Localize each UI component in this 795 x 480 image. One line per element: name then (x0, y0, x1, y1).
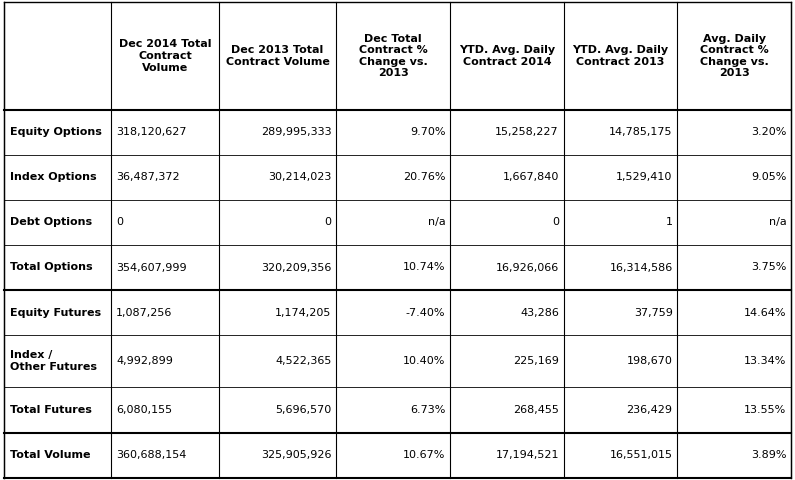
Text: 14,785,175: 14,785,175 (609, 127, 673, 137)
Text: 6,080,155: 6,080,155 (116, 405, 173, 415)
Text: Total Options: Total Options (10, 263, 93, 273)
Text: Equity Options: Equity Options (10, 127, 103, 137)
Text: 3.20%: 3.20% (751, 127, 786, 137)
Text: 360,688,154: 360,688,154 (116, 450, 187, 460)
Text: 3.89%: 3.89% (750, 450, 786, 460)
Text: 289,995,333: 289,995,333 (261, 127, 332, 137)
Text: 0: 0 (552, 217, 559, 228)
Text: 6.73%: 6.73% (410, 405, 445, 415)
Text: Total Volume: Total Volume (10, 450, 91, 460)
Text: YTD. Avg. Daily
Contract 2014: YTD. Avg. Daily Contract 2014 (459, 45, 555, 67)
Text: Equity Futures: Equity Futures (10, 308, 102, 318)
Text: 198,670: 198,670 (626, 356, 673, 366)
Text: 9.70%: 9.70% (409, 127, 445, 137)
Text: 225,169: 225,169 (513, 356, 559, 366)
Text: 236,429: 236,429 (626, 405, 673, 415)
Text: 3.75%: 3.75% (751, 263, 786, 273)
Text: 318,120,627: 318,120,627 (116, 127, 187, 137)
Text: 14.64%: 14.64% (744, 308, 786, 318)
Text: Dec 2014 Total
Contract
Volume: Dec 2014 Total Contract Volume (118, 39, 211, 72)
Text: 20.76%: 20.76% (403, 172, 445, 182)
Text: Debt Options: Debt Options (10, 217, 92, 228)
Text: 13.34%: 13.34% (744, 356, 786, 366)
Text: 17,194,521: 17,194,521 (495, 450, 559, 460)
Text: 1,667,840: 1,667,840 (502, 172, 559, 182)
Text: -7.40%: -7.40% (405, 308, 445, 318)
Text: 16,926,066: 16,926,066 (495, 263, 559, 273)
Text: 4,992,899: 4,992,899 (116, 356, 173, 366)
Text: Dec Total
Contract %
Change vs.
2013: Dec Total Contract % Change vs. 2013 (359, 34, 428, 78)
Text: 10.40%: 10.40% (403, 356, 445, 366)
Text: YTD. Avg. Daily
Contract 2013: YTD. Avg. Daily Contract 2013 (572, 45, 669, 67)
Text: Total Futures: Total Futures (10, 405, 92, 415)
Text: 5,696,570: 5,696,570 (275, 405, 332, 415)
Text: 37,759: 37,759 (634, 308, 673, 318)
Text: 16,551,015: 16,551,015 (610, 450, 673, 460)
Text: 1,087,256: 1,087,256 (116, 308, 173, 318)
Text: 0: 0 (324, 217, 332, 228)
Text: 1,174,205: 1,174,205 (275, 308, 332, 318)
Text: 320,209,356: 320,209,356 (262, 263, 332, 273)
Text: 1: 1 (665, 217, 673, 228)
Text: 10.74%: 10.74% (403, 263, 445, 273)
Text: 15,258,227: 15,258,227 (495, 127, 559, 137)
Text: 13.55%: 13.55% (744, 405, 786, 415)
Text: n/a: n/a (428, 217, 445, 228)
Text: 325,905,926: 325,905,926 (261, 450, 332, 460)
Text: 30,214,023: 30,214,023 (268, 172, 332, 182)
Text: 36,487,372: 36,487,372 (116, 172, 180, 182)
Text: 43,286: 43,286 (520, 308, 559, 318)
Text: 10.67%: 10.67% (403, 450, 445, 460)
Text: Avg. Daily
Contract %
Change vs.
2013: Avg. Daily Contract % Change vs. 2013 (700, 34, 769, 78)
Text: Dec 2013 Total
Contract Volume: Dec 2013 Total Contract Volume (226, 45, 329, 67)
Text: 4,522,365: 4,522,365 (275, 356, 332, 366)
Text: Index Options: Index Options (10, 172, 97, 182)
Text: 0: 0 (116, 217, 123, 228)
Text: 16,314,586: 16,314,586 (609, 263, 673, 273)
Text: 268,455: 268,455 (513, 405, 559, 415)
Text: Index /
Other Futures: Index / Other Futures (10, 350, 97, 372)
Text: n/a: n/a (769, 217, 786, 228)
Text: 9.05%: 9.05% (751, 172, 786, 182)
Text: 354,607,999: 354,607,999 (116, 263, 187, 273)
Text: 1,529,410: 1,529,410 (616, 172, 673, 182)
